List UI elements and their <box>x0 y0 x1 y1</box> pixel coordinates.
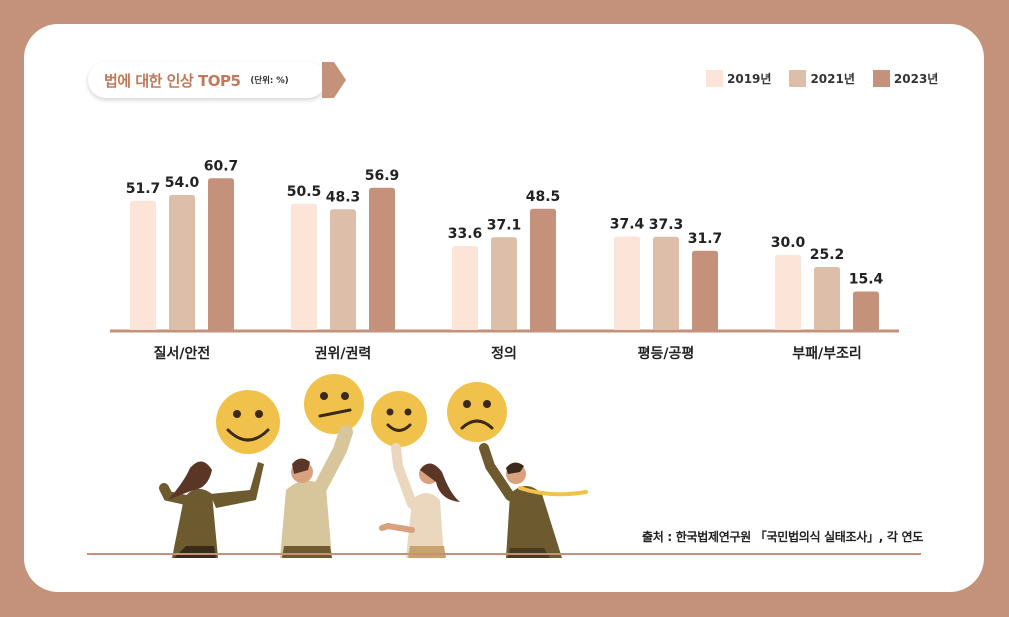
smile-face-icon <box>371 391 427 447</box>
chart-title: 법에 대한 인상 TOP5 <box>104 71 241 90</box>
bar-3-0 <box>614 236 640 330</box>
bar-3-1 <box>653 236 679 330</box>
bar-2-0 <box>452 246 478 330</box>
value-label-2-1: 37.1 <box>487 217 522 233</box>
category-label-0: 질서/안전 <box>154 345 211 362</box>
legend-swatch-2023 <box>872 70 890 87</box>
bar-1-0 <box>291 203 317 330</box>
category-label-3: 평등/공평 <box>638 345 695 362</box>
value-label-0-2: 60.7 <box>204 158 239 174</box>
value-label-0-1: 54.0 <box>165 175 200 191</box>
bar-0-1 <box>169 195 195 330</box>
bar-3-2 <box>692 250 718 330</box>
bar-2-1 <box>491 237 517 330</box>
value-label-4-2: 15.4 <box>849 272 884 288</box>
sad-face-icon <box>447 382 507 442</box>
value-label-4-1: 25.2 <box>810 247 845 263</box>
people-illustration <box>159 374 588 558</box>
bar-4-2 <box>853 291 879 330</box>
legend-item-2021: 2021년 <box>789 70 855 87</box>
value-label-3-1: 37.3 <box>649 217 684 233</box>
legend: 2019년 2021년 2023년 <box>706 70 938 87</box>
bar-4-0 <box>775 255 801 330</box>
legend-label-2023: 2023년 <box>893 72 939 86</box>
bar-2-2 <box>530 208 556 330</box>
legend-swatch-2019 <box>706 70 723 87</box>
bar-0-0 <box>130 200 156 330</box>
title-badge: 법에 대한 인상 TOP5 (단위: %) <box>88 62 326 98</box>
category-label-2: 정의 <box>491 345 517 362</box>
person-figure <box>379 443 460 558</box>
person-figure <box>479 443 588 558</box>
value-label-1-0: 50.5 <box>287 184 322 200</box>
value-label-4-0: 30.0 <box>771 235 806 251</box>
category-label-4: 부패/부조리 <box>792 346 862 362</box>
legend-label-2019: 2019년 <box>727 72 772 86</box>
value-label-3-0: 37.4 <box>610 217 645 233</box>
value-label-3-2: 31.7 <box>688 231 723 247</box>
legend-swatch-2021 <box>789 70 807 87</box>
smile-face-icon <box>216 390 280 454</box>
bar-4-1 <box>814 267 840 330</box>
bar-1-2 <box>369 187 395 330</box>
person-figure <box>159 461 264 558</box>
bar-1-1 <box>330 209 356 330</box>
value-label-2-2: 48.5 <box>526 189 561 205</box>
value-label-0-0: 51.7 <box>126 181 161 197</box>
unit-label: (단위: %) <box>250 76 289 86</box>
legend-item-2023: 2023년 <box>872 70 939 87</box>
person-figure <box>280 425 353 558</box>
title-arrow-icon <box>322 62 346 98</box>
legend-label-2021: 2021년 <box>810 72 855 86</box>
legend-item-2019: 2019년 <box>706 70 771 87</box>
bar-0-2 <box>208 178 234 330</box>
neutral-face-icon <box>304 374 364 434</box>
category-label-1: 권위/권력 <box>315 346 372 362</box>
source-note: 출처 : 한국법제연구원 「국민법의식 실태조사」, 각 연도 <box>642 530 923 544</box>
value-label-1-2: 56.9 <box>365 168 400 184</box>
value-label-2-0: 33.6 <box>448 226 483 242</box>
value-label-1-1: 48.3 <box>326 189 361 205</box>
bottom-rule <box>87 553 921 555</box>
